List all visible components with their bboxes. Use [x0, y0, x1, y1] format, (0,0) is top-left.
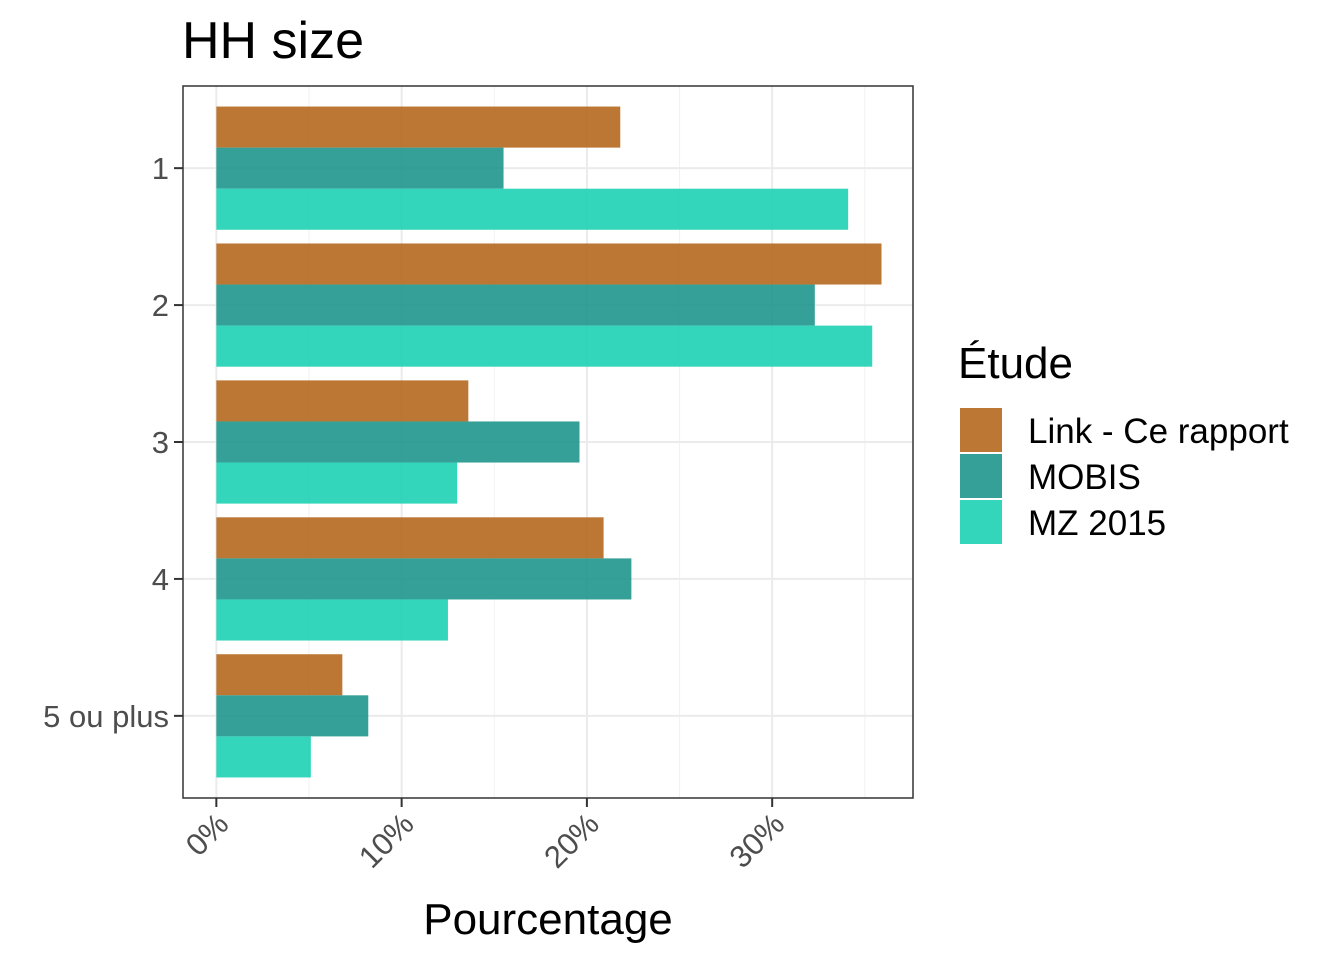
- legend-title: Étude: [958, 339, 1073, 388]
- y-tick-label: 4: [152, 562, 169, 597]
- bar: [216, 106, 621, 148]
- bar: [216, 558, 632, 600]
- x-axis-title: Pourcentage: [423, 895, 673, 944]
- bar: [216, 325, 873, 367]
- x-tick-label: 30%: [723, 806, 792, 875]
- legend-key: [960, 500, 1002, 544]
- bar: [216, 695, 369, 737]
- x-tick-label: 20%: [537, 806, 606, 875]
- bar: [216, 736, 311, 778]
- bar: [216, 284, 815, 326]
- bar: [216, 380, 469, 422]
- x-axis: 0% 10% 20% 30%: [179, 798, 791, 875]
- legend: Étude Link - Ce rapport MOBIS MZ 2015: [958, 339, 1289, 544]
- bar: [216, 188, 849, 230]
- legend-key: [960, 408, 1002, 452]
- x-tick-label: 0%: [179, 806, 235, 862]
- chart-title: HH size: [182, 12, 364, 70]
- y-tick-label: 5 ou plus: [43, 699, 169, 734]
- bar: [216, 243, 882, 285]
- y-tick-label: 3: [152, 425, 169, 460]
- legend-label: MOBIS: [1028, 458, 1141, 497]
- legend-label: Link - Ce rapport: [1028, 412, 1289, 451]
- bar: [216, 654, 343, 696]
- bar: [216, 599, 448, 641]
- bar: [216, 462, 458, 504]
- bars: [216, 106, 882, 778]
- bar: [216, 147, 504, 189]
- x-tick-label: 10%: [352, 806, 421, 875]
- y-tick-label: 1: [152, 151, 169, 186]
- legend-key: [960, 454, 1002, 498]
- y-axis: 1 2 3 4 5 ou plus: [43, 151, 183, 734]
- y-tick-label: 2: [152, 288, 169, 323]
- bar: [216, 421, 580, 463]
- bar: [216, 517, 604, 559]
- legend-label: MZ 2015: [1028, 504, 1166, 543]
